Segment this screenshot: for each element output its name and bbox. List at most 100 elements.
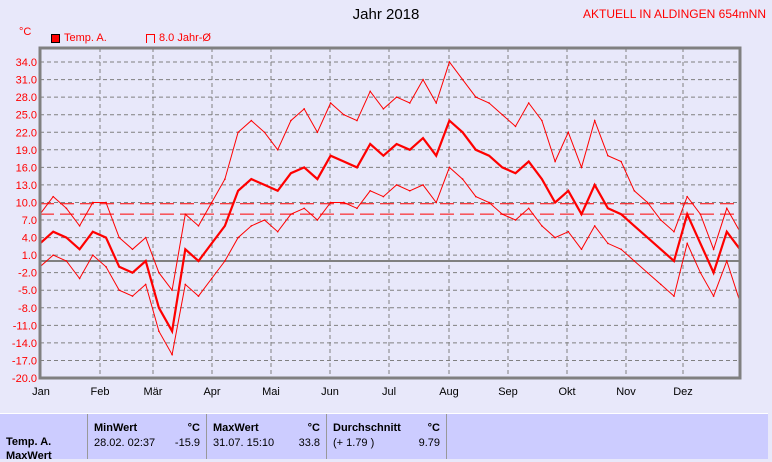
data-point [118,236,121,239]
data-point [184,283,187,286]
data-point [580,248,583,251]
x-tick-label: Apr [203,386,220,398]
data-point [488,154,490,157]
data-point [118,266,121,268]
data-point [461,178,464,180]
y-tick-label: 34.0 [16,57,37,69]
x-tick-label: Dez [673,386,693,398]
min-date: 28.02. 02:37 [94,437,156,449]
y-tick-label: -11.0 [13,320,37,332]
data-point [673,295,675,297]
data-point [342,201,345,204]
x-tick-label: Okt [558,386,575,398]
data-point [725,207,728,210]
data-point [78,225,81,227]
data-point [171,289,173,292]
y-tick-label: 10.0 [16,197,37,209]
data-point [105,201,107,204]
data-point [659,283,662,286]
x-tick-label: Jan [32,386,50,398]
data-point [316,219,319,221]
data-point [92,201,94,204]
max-header: MaxWert [213,422,259,434]
data-point [144,260,147,262]
data-point [448,166,451,169]
data-point [382,108,385,110]
data-point [303,207,305,210]
data-point [501,213,504,215]
min-column: MinWert °C 28.02. 02:37 -15.9 [88,414,207,459]
data-point [409,189,411,192]
data-point [52,230,55,233]
data-point [290,119,292,122]
data-point [224,260,226,262]
data-point [580,166,583,169]
data-point [541,178,543,180]
legend-swatch-filled-icon [51,33,60,43]
data-point [422,137,424,139]
data-point [567,131,570,134]
y-tick-label: 13.0 [16,180,37,192]
data-point [52,195,55,198]
data-point [620,248,622,251]
data-point [554,160,556,163]
data-point [290,213,292,215]
y-tick-label: -14.0 [12,338,37,350]
data-point [250,119,253,122]
data-point [580,213,583,215]
data-point [144,236,147,239]
temperature-chart: 34.0 31.0 28.0 25.0 22.0 19.0 16.0 13.0 10.0 7.0 4… [12,46,742,398]
data-point [686,213,688,215]
max-date: 31.07. 15:10 [213,437,275,449]
data-point [633,189,636,192]
data-point [303,166,305,169]
data-point [369,90,371,93]
x-tick-label: Sep [498,386,518,398]
data-point [475,96,477,98]
data-point [501,113,504,116]
data-point [448,61,451,63]
data-point [554,201,556,204]
data-point [593,225,596,227]
data-point [131,248,134,251]
data-point [144,283,147,286]
legend-item-avg: 8.0 Jahr-Ø [146,32,211,44]
data-point [620,213,622,215]
data-point [712,248,715,251]
data-point [158,306,160,309]
data-point [369,143,371,145]
legend-swatch-outline-icon [146,33,155,43]
data-point [250,178,253,180]
data-point [105,266,107,268]
y-tick-label: 7.0 [22,215,37,227]
data-point [356,119,358,122]
data-point [646,271,649,274]
y-tick-label: -17.0 [12,355,37,367]
y-tick-label: -5.0 [18,285,37,297]
data-point [527,207,530,210]
y-tick-label: 31.0 [16,75,37,87]
data-point [699,242,702,245]
data-point [237,236,239,239]
data-point [356,207,358,210]
max-value: 33.8 [298,437,320,449]
data-point [210,201,213,204]
data-point [659,248,662,251]
max-column: MaxWert °C 31.07. 15:10 33.8 [207,414,327,459]
data-point [725,260,728,262]
data-point [646,236,649,239]
data-point [501,166,504,169]
data-point [224,225,226,227]
data-point [673,260,675,262]
data-point [65,207,68,210]
data-point [395,96,398,98]
data-point [52,254,55,256]
min-header: MinWert [94,422,138,434]
data-point [237,189,239,192]
data-point [646,201,649,204]
data-point [303,108,305,110]
location-label: AKTUELL IN ALDINGEN 654mNN [583,7,766,21]
data-point [92,254,94,256]
y-tick-label: 19.0 [16,145,37,157]
data-point [712,271,715,274]
